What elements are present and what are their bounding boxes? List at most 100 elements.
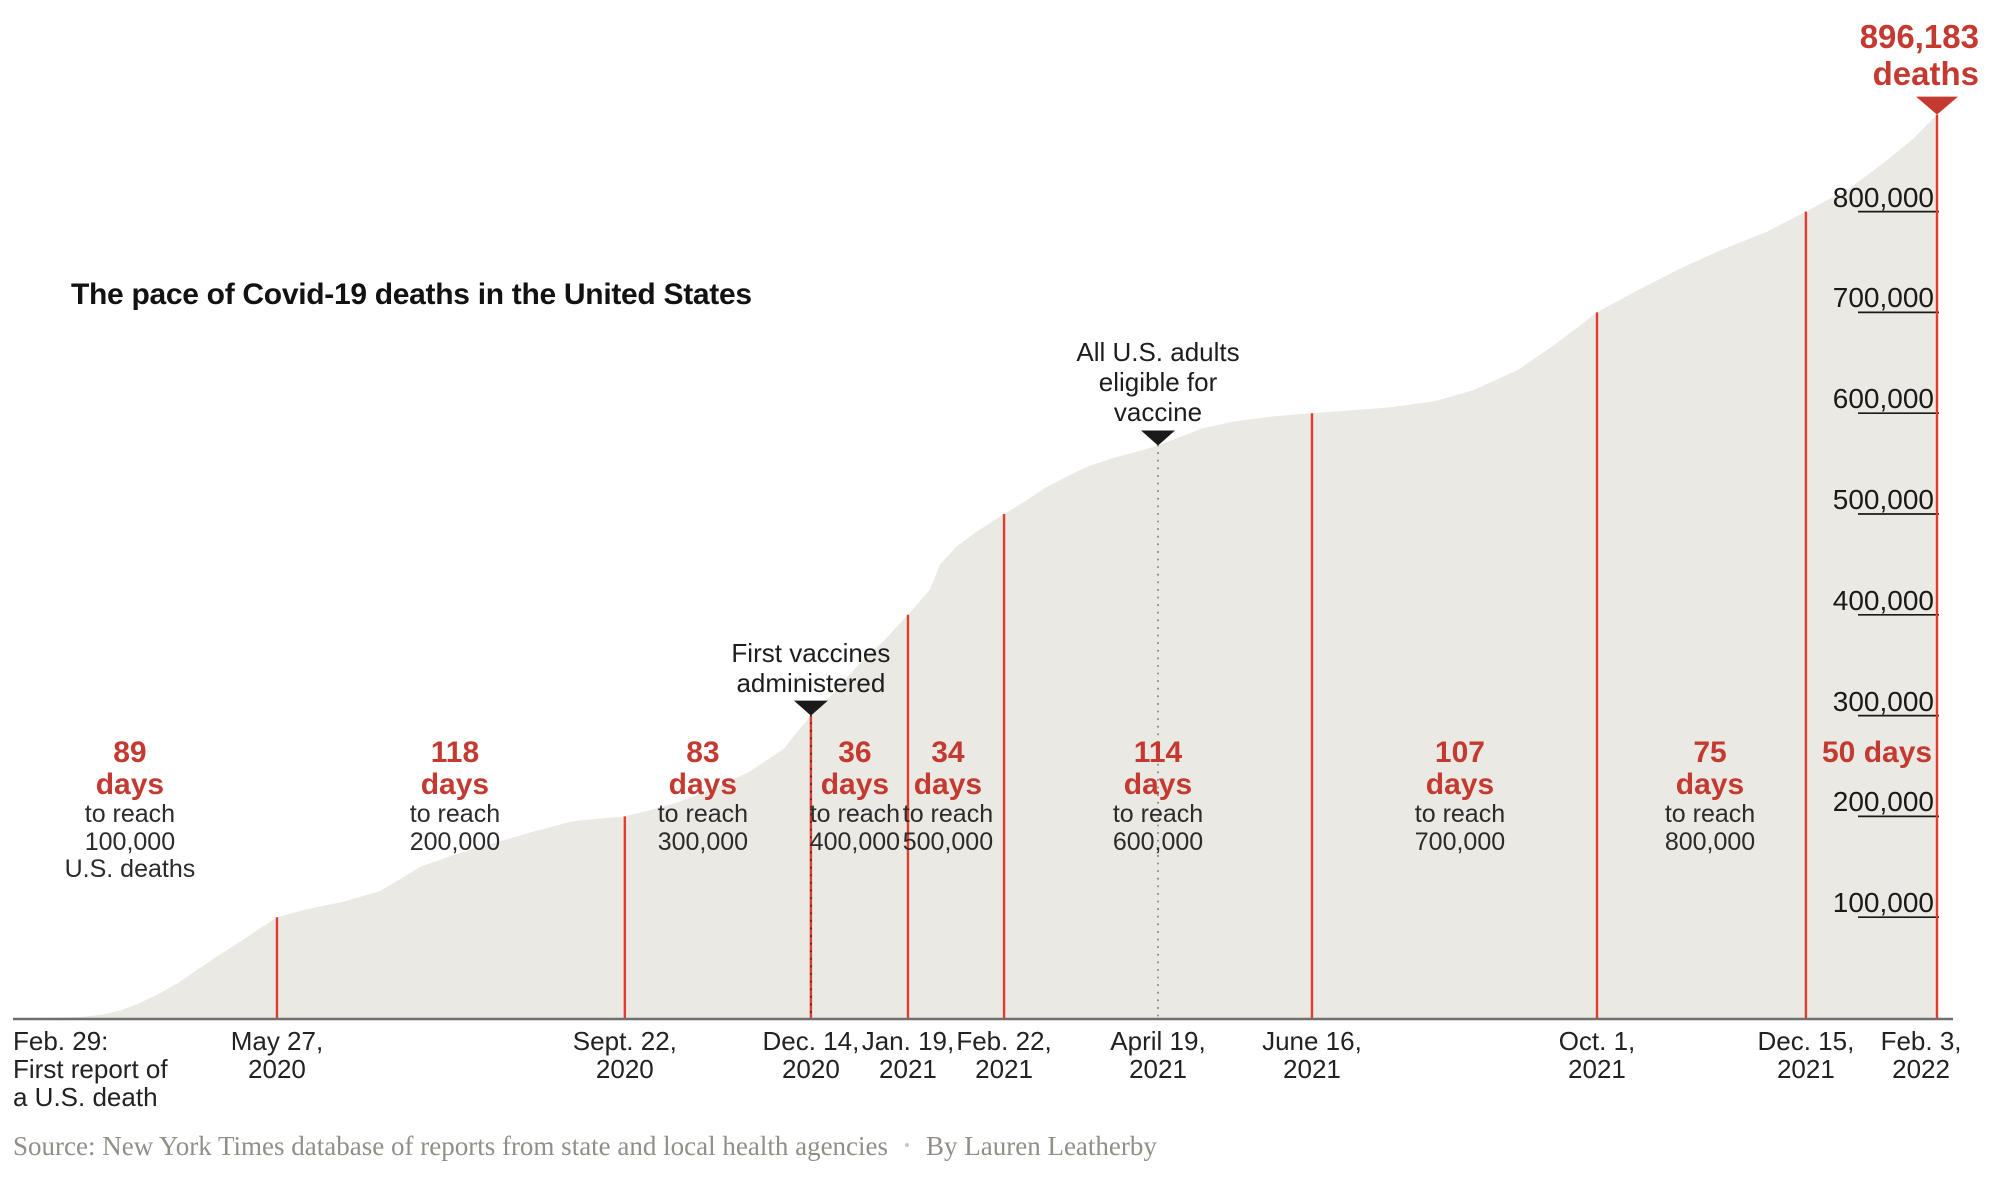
milestone-reach-line: 700,000	[1414, 827, 1506, 856]
axis-date-line: Feb. 22,	[956, 1026, 1052, 1056]
axis-date-line: May 27,	[230, 1026, 324, 1056]
axis-date-line: 2020	[781, 1054, 840, 1084]
milestone-reach-line: to reach	[809, 800, 901, 828]
milestone-days-block: 75 days to reach 800,000	[1665, 737, 1755, 856]
final-days-label: 50 days	[1821, 736, 1933, 769]
axis-date-line: April 19,	[1110, 1026, 1206, 1056]
y-tick-label: 200,000	[1832, 786, 1934, 818]
axis-date-line: 2021	[1283, 1054, 1341, 1084]
y-tick-label: 300,000	[1832, 685, 1934, 717]
axis-date-line: 2021	[975, 1054, 1033, 1084]
annotation-arrow-icon	[793, 700, 828, 716]
y-tick-label: 800,000	[1832, 181, 1934, 213]
annotation-arrow-icon	[1141, 430, 1176, 446]
milestone-reach-line: 200,000	[409, 827, 501, 856]
annotation-line: All U.S. adults	[1076, 337, 1240, 368]
milestone-days-count: 36	[838, 736, 872, 769]
milestone-days-block: 89 days to reach 100,000 U.S. deaths	[65, 737, 196, 884]
axis-date-line: 2021	[879, 1054, 937, 1084]
y-tick-label: 600,000	[1832, 383, 1934, 415]
milestone-days-word: days	[913, 768, 983, 801]
separator-dot-icon: •	[904, 1136, 910, 1155]
milestone-days-block: 83 days to reach 300,000	[658, 737, 748, 856]
milestone-reach-line: 600,000	[1112, 827, 1204, 856]
milestone-days-count: 89	[113, 736, 147, 769]
area-series	[15, 114, 1937, 1019]
milestone-reach-line: to reach	[409, 800, 501, 828]
annotation-label: All U.S. adults eligible for vaccine	[1076, 337, 1239, 427]
peak-deaths-label: 896,183 deaths	[1860, 18, 1979, 92]
axis-date-label: Oct. 1, 2021	[1559, 1027, 1636, 1083]
y-tick-label: 500,000	[1832, 484, 1934, 515]
annotation-line: eligible for	[1098, 367, 1218, 398]
milestone-days-count: 107	[1434, 736, 1485, 769]
milestone-reach-line: to reach	[84, 800, 176, 828]
milestone-days-word: days	[820, 768, 890, 801]
axis-date-label: Dec. 14, 2020	[762, 1027, 859, 1083]
milestone-days-count: 83	[686, 736, 720, 769]
axis-date-line: Feb. 3,	[1880, 1026, 1962, 1056]
milestone-reach-line: to reach	[1112, 800, 1204, 828]
chart-title: The pace of Covid-19 deaths in the Unite…	[71, 278, 752, 311]
axis-date-line: Sept. 22,	[572, 1026, 677, 1056]
milestone-days-word: days	[1425, 768, 1495, 801]
axis-date-line: 2021	[1776, 1054, 1835, 1084]
axis-date-label: April 19, 2021	[1110, 1027, 1205, 1083]
axis-date-line: June 16,	[1262, 1026, 1362, 1056]
milestone-reach-line: to reach	[657, 800, 749, 828]
axis-date-line: 2021	[1568, 1054, 1626, 1084]
milestone-days-word: days	[1123, 768, 1193, 801]
milestone-days-count: 118	[430, 736, 480, 769]
axis-start-line: First report of	[13, 1054, 168, 1084]
annotation-label: First vaccines administered	[731, 638, 890, 698]
axis-date-label: June 16, 2021	[1262, 1027, 1362, 1083]
annotation-line: First vaccines	[731, 637, 891, 668]
milestone-days-block: 36 days to reach 400,000	[810, 737, 900, 856]
milestone-reach-line: 400,000	[809, 827, 901, 856]
milestone-reach-line: 500,000	[902, 827, 994, 856]
axis-date-line: 2021	[1129, 1054, 1187, 1084]
milestone-days-count: 34	[931, 736, 965, 769]
final-marker-icon	[1916, 96, 1958, 115]
milestone-reach-line: U.S. deaths	[64, 855, 196, 883]
y-tick-label: 700,000	[1832, 282, 1934, 314]
milestone-reach-line: to reach	[902, 800, 994, 828]
milestone-reach-line: 100,000	[84, 827, 176, 856]
axis-date-label: Jan. 19, 2021	[862, 1027, 955, 1083]
milestone-days-count: 75	[1693, 736, 1727, 769]
axis-start-label: Feb. 29: First report of a U.S. death	[13, 1027, 168, 1111]
source-line: Source: New York Times database of repor…	[13, 1131, 1157, 1161]
axis-date-line: Jan. 19,	[861, 1026, 955, 1056]
milestone-days-count: 114	[1133, 736, 1183, 769]
milestone-reach-line: to reach	[1664, 800, 1756, 828]
milestone-reach-line: to reach	[1414, 800, 1506, 828]
axis-date-line: 2022	[1892, 1054, 1950, 1084]
milestone-days-block: 118 days to reach 200,000	[410, 737, 500, 856]
axis-start-line: Feb. 29:	[13, 1026, 109, 1056]
milestone-reach-line: 800,000	[1664, 827, 1756, 856]
milestone-days-word: days	[95, 768, 165, 801]
axis-date-label: May 27, 2020	[231, 1027, 324, 1083]
milestone-days-word: days	[668, 768, 738, 801]
axis-date-label: Sept. 22, 2020	[573, 1027, 677, 1083]
axis-date-line: 2020	[248, 1054, 306, 1084]
milestone-days-block: 107 days to reach 700,000	[1415, 737, 1505, 856]
axis-date-line: Dec. 15,	[1757, 1026, 1855, 1056]
axis-start-line: a U.S. death	[13, 1082, 158, 1112]
milestone-days-word: days	[420, 768, 490, 801]
milestone-days-block: 114 days to reach 600,000	[1113, 737, 1203, 856]
axis-date-label: Dec. 15, 2021	[1757, 1027, 1854, 1083]
peak-deaths-unit: deaths	[1872, 55, 1979, 92]
byline: By Lauren Leatherby	[926, 1131, 1157, 1161]
source-text: Source: New York Times database of repor…	[13, 1131, 889, 1161]
axis-date-label: Feb. 3, 2022	[1881, 1027, 1962, 1083]
annotation-line: administered	[736, 667, 886, 698]
y-tick-label: 400,000	[1832, 584, 1934, 616]
axis-date-line: Oct. 1,	[1558, 1026, 1636, 1056]
y-tick-label: 100,000	[1832, 887, 1934, 919]
annotation-line: vaccine	[1113, 397, 1203, 428]
axis-date-label: Feb. 22, 2021	[956, 1027, 1051, 1083]
milestone-days-word: days	[1675, 768, 1745, 801]
